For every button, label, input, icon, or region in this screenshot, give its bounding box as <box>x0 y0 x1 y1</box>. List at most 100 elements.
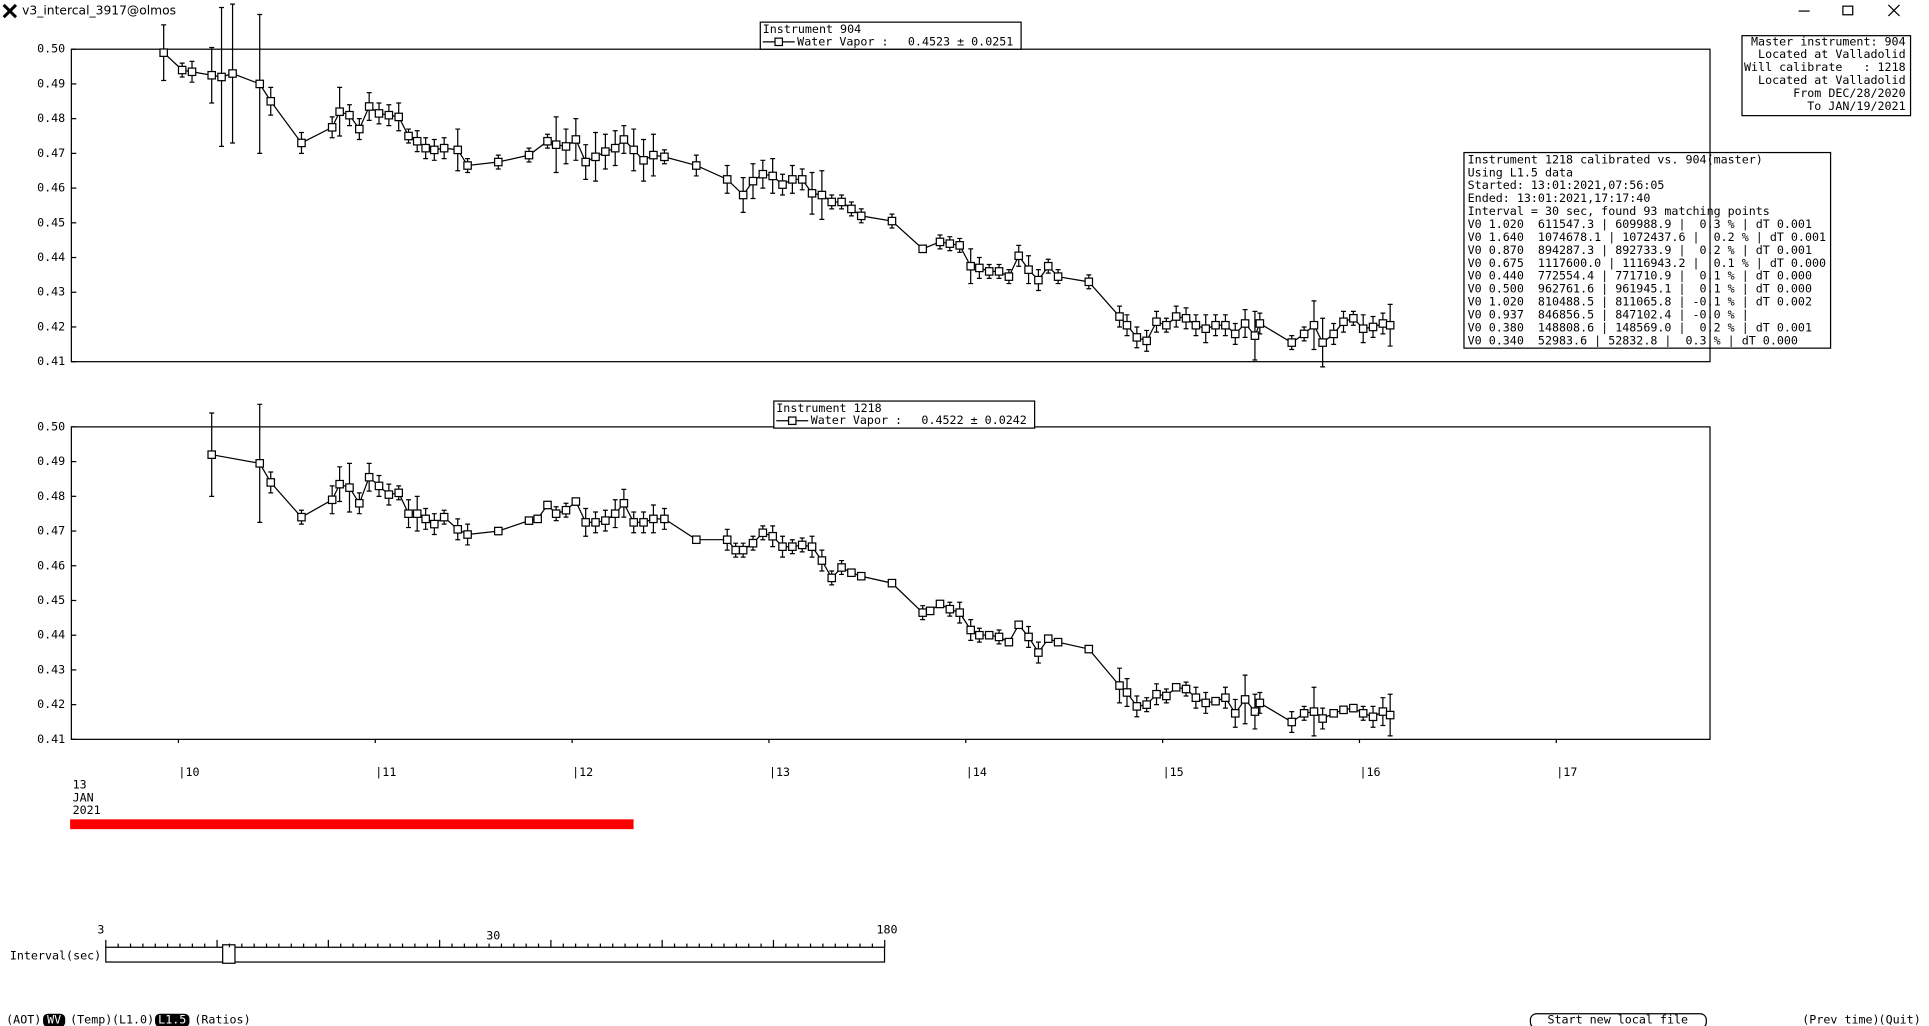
data-point <box>1240 695 1250 704</box>
data-point <box>493 526 503 536</box>
data-point <box>738 545 748 555</box>
data-point <box>1122 320 1132 330</box>
data-point <box>1309 320 1319 330</box>
master-info-line: Will calibrate : 1218 <box>1744 60 1906 74</box>
calibration-line: Instrument 1218 calibrated vs. 904(maste… <box>1468 152 1763 166</box>
data-point <box>335 107 344 117</box>
data-point <box>1309 707 1319 716</box>
data-point <box>533 514 542 524</box>
y-tick-label: 0.45 <box>37 215 65 229</box>
data-point <box>887 578 897 588</box>
data-point <box>1034 648 1043 657</box>
window-title: v3_intercal_3917@olmos <box>22 4 176 18</box>
data-point <box>837 197 846 207</box>
data-point <box>412 136 422 146</box>
x-tick-label: |12 <box>572 765 593 779</box>
data-point <box>463 530 472 539</box>
data-point <box>1191 693 1201 703</box>
x-tick-label: |15 <box>1163 765 1184 779</box>
mode-button[interactable]: (AOT) <box>6 1012 41 1026</box>
calibration-line: V0 1.640 1074678.1 | 1072437.6 | 0.2 % |… <box>1468 230 1826 244</box>
slider-thumb[interactable] <box>222 944 236 964</box>
calibration-line: V0 0.870 894287.3 | 892733.9 | 0.2 % | d… <box>1468 243 1812 257</box>
new-file-label[interactable]: Start new local file <box>1547 1012 1688 1026</box>
title-bar: v3_intercal_3917@olmos <box>2 3 1900 19</box>
calibration-box <box>1463 151 1832 349</box>
data-point <box>228 69 237 78</box>
data-point <box>524 516 534 525</box>
data-point <box>975 630 984 640</box>
slider-track[interactable] <box>105 946 886 963</box>
calibration-line: V0 0.380 148808.6 | 148569.0 | 0.2 % | d… <box>1468 320 1812 334</box>
data-point <box>758 169 768 179</box>
y-tick-label: 0.46 <box>37 558 65 572</box>
data-point <box>1230 329 1240 339</box>
data-point <box>345 483 354 492</box>
data-point <box>374 109 384 118</box>
prev-time-button[interactable]: (Prev time) <box>1802 1012 1879 1026</box>
data-point <box>384 110 394 120</box>
data-point <box>966 625 976 635</box>
y-tick-label: 0.41 <box>37 354 65 368</box>
data-point <box>439 143 449 153</box>
data-point <box>692 161 701 170</box>
data-point <box>758 528 768 538</box>
data-point <box>1318 714 1327 723</box>
data-point <box>629 145 639 155</box>
data-point <box>1034 275 1043 285</box>
data-point <box>966 261 976 271</box>
data-point <box>692 535 701 545</box>
master-info-line: Located at Valladolid <box>1758 73 1906 87</box>
data-point <box>1014 251 1024 261</box>
y-tick-label: 0.47 <box>37 146 65 160</box>
data-point <box>1349 313 1358 323</box>
data-point <box>1250 707 1260 716</box>
data-point <box>524 150 534 160</box>
data-point <box>591 152 600 162</box>
master-info-line: From DEC/28/2020 <box>1793 86 1905 100</box>
data-point <box>827 197 837 207</box>
data-point <box>364 102 374 111</box>
x-tick-label: |17 <box>1556 765 1577 779</box>
data-point <box>1142 700 1151 709</box>
data-point <box>327 123 337 132</box>
new-file-button[interactable] <box>1529 1013 1707 1026</box>
data-point <box>1191 320 1201 330</box>
mode-button[interactable]: (Temp) <box>70 1012 112 1026</box>
app-icon <box>2 3 18 19</box>
data-point <box>945 604 955 614</box>
data-point <box>1329 329 1338 339</box>
legend-entry: Water Vapor : <box>811 413 902 427</box>
data-point <box>975 263 984 273</box>
data-point <box>207 450 217 459</box>
data-point <box>1329 709 1338 718</box>
data-point <box>1385 710 1395 720</box>
y-tick-label: 0.48 <box>37 489 65 503</box>
mode-button[interactable]: (Ratios) <box>194 1012 250 1026</box>
data-point <box>610 143 620 153</box>
slider-tick-label: 30 <box>486 929 500 943</box>
legend-entry: Water Vapor : <box>797 34 888 48</box>
data-point <box>1318 338 1327 347</box>
data-point <box>649 150 658 160</box>
quit-button[interactable]: (Quit) <box>1879 1012 1921 1026</box>
data-point <box>581 157 590 167</box>
data-point <box>327 495 337 505</box>
mode-button[interactable]: WV <box>47 1012 61 1026</box>
data-point <box>404 131 413 141</box>
data-point <box>551 509 561 518</box>
data-point <box>1162 691 1171 701</box>
data-point <box>768 531 777 541</box>
restore-button[interactable] <box>1842 5 1854 16</box>
data-point <box>1339 705 1348 715</box>
slider-label: Interval(sec) <box>10 948 101 962</box>
data-point <box>453 525 463 534</box>
data-point <box>266 478 276 487</box>
mode-button[interactable]: L1.5 <box>158 1012 186 1026</box>
y-tick-label: 0.41 <box>37 732 65 746</box>
data-point <box>430 145 439 155</box>
mode-button[interactable]: (L1.0) <box>112 1012 154 1026</box>
data-point <box>837 563 846 572</box>
close-button[interactable] <box>1887 4 1900 17</box>
x-tick-label: |14 <box>966 765 987 779</box>
